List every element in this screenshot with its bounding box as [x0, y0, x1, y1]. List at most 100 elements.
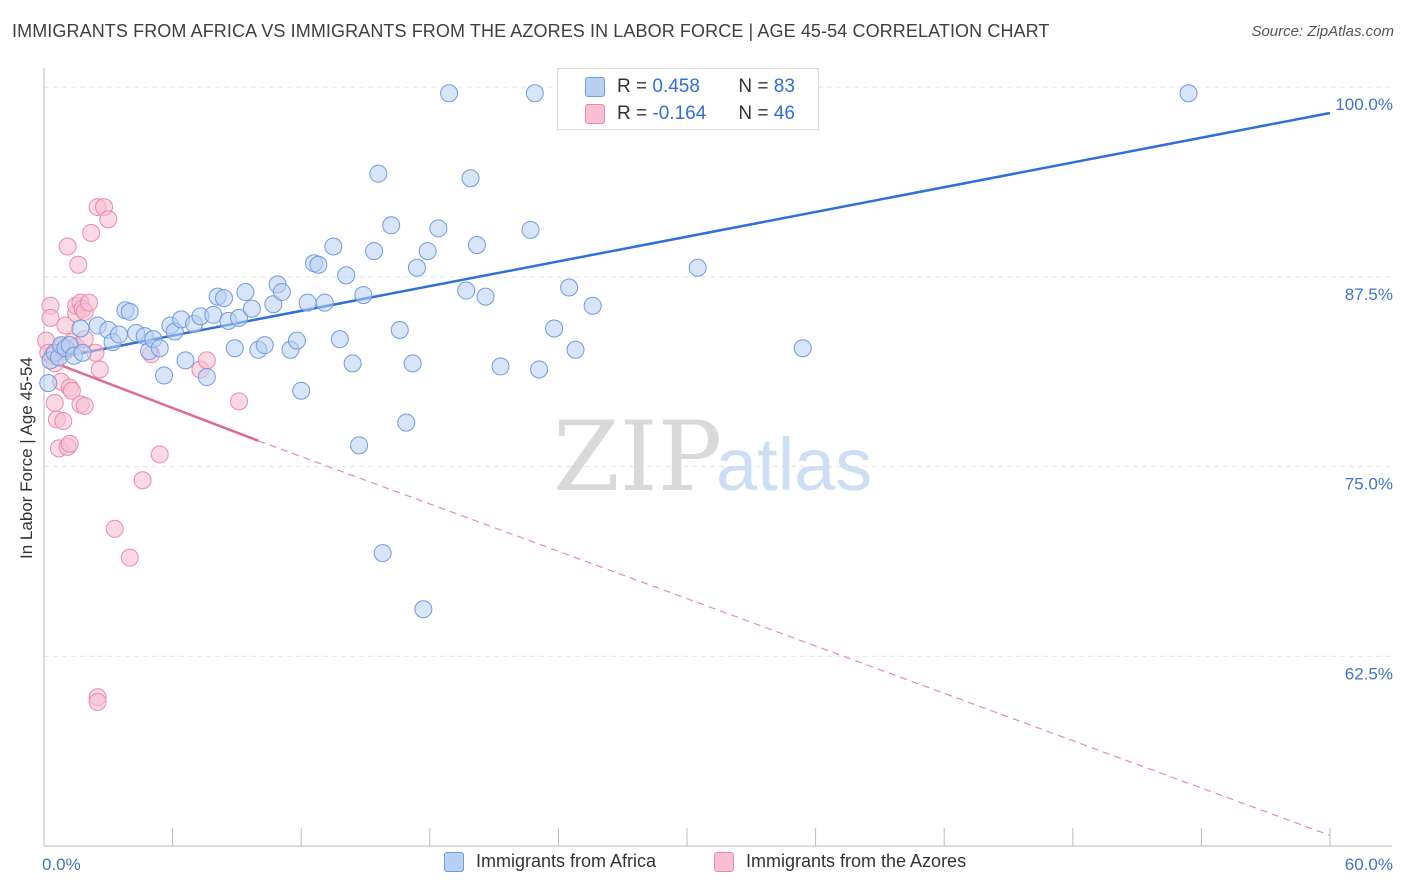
- point-africa: [461, 169, 480, 188]
- stats-r-value: 0.458: [652, 76, 700, 97]
- y-tick-label: 62.5%: [1345, 664, 1393, 683]
- point-azores: [75, 396, 94, 415]
- trend-line-azores: [43, 357, 259, 442]
- point-africa: [382, 216, 401, 235]
- point-africa: [337, 266, 356, 285]
- point-azores: [150, 445, 169, 464]
- point-africa: [298, 293, 317, 312]
- point-africa: [155, 366, 174, 385]
- point-africa: [793, 339, 812, 358]
- point-africa: [225, 339, 244, 358]
- point-azores: [99, 210, 118, 229]
- point-africa: [467, 236, 486, 255]
- point-africa: [255, 336, 274, 355]
- point-africa: [1179, 84, 1198, 103]
- x-tick-label: 0.0%: [42, 855, 81, 874]
- chart-title: IMMIGRANTS FROM AFRICA VS IMMIGRANTS FRO…: [12, 21, 1050, 41]
- watermark-zip: ZIP: [553, 401, 722, 513]
- point-africa: [110, 325, 129, 344]
- point-azores: [82, 223, 101, 242]
- point-africa: [365, 242, 384, 261]
- point-africa: [272, 283, 291, 302]
- point-africa: [292, 381, 311, 400]
- point-azores: [58, 237, 77, 256]
- point-azores: [62, 381, 81, 400]
- point-africa: [215, 289, 234, 308]
- source-credit: Source: ZipAtlas.com: [1251, 23, 1394, 40]
- point-africa: [418, 242, 437, 261]
- point-africa: [530, 360, 549, 379]
- point-azores: [105, 519, 124, 538]
- point-africa: [476, 287, 495, 306]
- point-africa: [390, 321, 409, 339]
- point-azores: [197, 351, 216, 370]
- point-africa: [309, 255, 328, 274]
- point-azores: [88, 692, 107, 711]
- stats-row-africa: R = 0.458 N = 83: [558, 73, 795, 101]
- trend-line-africa: [43, 111, 1331, 362]
- point-africa: [397, 413, 416, 432]
- point-africa: [176, 351, 195, 370]
- legend-swatch-azores: [714, 851, 734, 872]
- point-africa: [403, 354, 422, 373]
- point-africa: [236, 283, 255, 302]
- x-tick-label: 60.0%: [1345, 855, 1393, 874]
- point-africa: [440, 84, 459, 103]
- point-africa: [150, 339, 169, 358]
- y-tick-label: 87.5%: [1345, 285, 1393, 304]
- stats-n-value: 83: [773, 76, 795, 97]
- trend-lines: [43, 111, 1331, 836]
- legend-label-africa: Immigrants from Africa: [476, 851, 657, 871]
- gridlines: [44, 86, 1392, 657]
- stats-swatch-azores: [585, 104, 605, 124]
- y-tick-label: 75.0%: [1345, 475, 1393, 494]
- point-africa: [197, 368, 216, 387]
- legend-item-azores[interactable]: Immigrants from the Azores: [714, 851, 966, 872]
- y-axis-label: In Labor Force | Age 45-54: [17, 357, 36, 559]
- point-africa: [407, 258, 426, 277]
- point-africa: [566, 340, 585, 359]
- point-africa: [315, 293, 334, 312]
- point-africa: [491, 357, 510, 376]
- bottom-legend: Immigrants from Africa Immigrants from t…: [0, 851, 1406, 879]
- point-africa: [429, 219, 448, 238]
- point-africa: [414, 600, 433, 619]
- point-africa: [343, 354, 362, 373]
- y-tick-label: 100.0%: [1335, 95, 1393, 114]
- point-africa: [230, 308, 249, 327]
- scatter-points: [37, 84, 1198, 711]
- point-africa: [560, 278, 579, 297]
- point-africa: [71, 319, 90, 338]
- stats-legend: R = 0.458 N = 83 R = -0.164 N = 46: [557, 68, 819, 130]
- legend-item-africa[interactable]: Immigrants from Africa: [444, 851, 656, 872]
- point-africa: [120, 302, 139, 321]
- stats-swatch-africa: [585, 77, 605, 97]
- point-africa: [287, 331, 306, 350]
- legend-swatch-africa: [444, 851, 464, 872]
- point-azores: [45, 393, 64, 412]
- point-africa: [373, 544, 392, 563]
- point-azores: [230, 392, 249, 411]
- stats-row-azores: R = -0.164 N = 46: [558, 100, 795, 128]
- point-africa: [583, 296, 602, 315]
- point-azores: [69, 255, 88, 274]
- point-africa: [521, 220, 540, 239]
- stats-n-label: N =: [738, 76, 769, 97]
- legend-label-azores: Immigrants from the Azores: [746, 851, 967, 871]
- point-africa: [457, 281, 476, 300]
- point-azores: [90, 360, 109, 379]
- point-africa: [324, 237, 343, 256]
- tick-labels: 100.0% 87.5% 75.0% 62.5% 0.0% 60.0%: [42, 95, 1393, 874]
- point-azores: [133, 471, 152, 490]
- point-azores: [120, 548, 139, 567]
- point-azores: [80, 293, 99, 312]
- point-africa: [354, 286, 373, 305]
- point-africa: [73, 343, 92, 362]
- point-azores: [54, 412, 73, 431]
- axes: [43, 68, 1392, 847]
- stats-r-value: -0.164: [652, 103, 707, 124]
- point-africa: [369, 164, 388, 183]
- trend-line-azores-extrapolated: [258, 440, 1331, 836]
- point-azores: [60, 434, 79, 453]
